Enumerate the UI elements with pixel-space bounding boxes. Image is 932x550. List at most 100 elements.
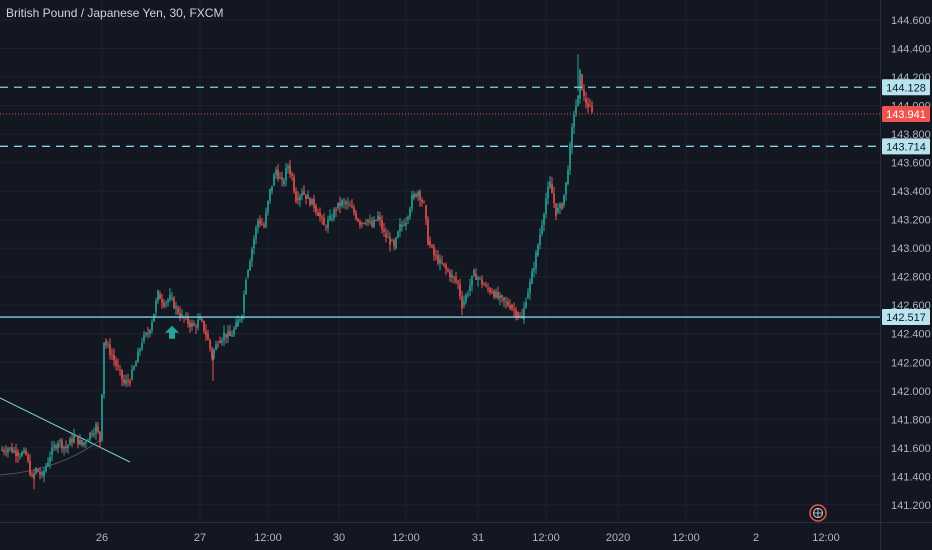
candle-body: [25, 450, 27, 455]
candle-body: [431, 245, 433, 247]
candle-body: [87, 439, 89, 442]
candle-body: [167, 299, 169, 303]
candle-body: [159, 293, 161, 300]
x-tick-label: 12:00: [672, 532, 700, 544]
candle-body: [277, 169, 279, 179]
candle-body: [403, 224, 405, 226]
x-tick-label: 27: [194, 532, 206, 544]
candle-body: [353, 207, 355, 213]
candle-body: [545, 198, 547, 215]
candle-body: [347, 203, 349, 205]
candle-body: [201, 319, 203, 321]
candle-body: [499, 295, 501, 299]
y-tick-label: 141.200: [891, 500, 931, 512]
candle-body: [337, 202, 339, 209]
candle-body: [577, 95, 579, 107]
price-level-badge: [882, 309, 930, 326]
candle-body: [85, 441, 87, 443]
candle-body: [567, 170, 569, 184]
candle-body: [547, 187, 549, 199]
candle-body: [555, 203, 557, 217]
candle-body: [117, 365, 119, 367]
candle-body: [463, 301, 465, 306]
x-tick-label: 12:00: [812, 532, 840, 544]
candle-body: [355, 212, 357, 219]
candle-body: [49, 456, 51, 463]
candle-body: [519, 315, 521, 317]
candle-body: [151, 321, 153, 331]
candle-body: [143, 335, 145, 341]
candle-body: [65, 446, 67, 449]
candle-body: [515, 309, 517, 317]
y-tick-label: 142.200: [891, 357, 931, 369]
candle-body: [365, 223, 367, 225]
candle-body: [325, 226, 327, 228]
candle-body: [333, 209, 335, 219]
candle-body: [119, 369, 121, 371]
candle-body: [539, 234, 541, 245]
candle-body: [257, 219, 259, 228]
candle-body: [189, 322, 191, 327]
candle-body: [491, 292, 493, 294]
candle-body: [13, 450, 15, 453]
candle-body: [361, 222, 363, 224]
candle-body: [389, 236, 391, 245]
candle-body: [553, 193, 555, 204]
candle-body: [359, 221, 361, 226]
candle-body: [405, 222, 407, 226]
candle-body: [137, 351, 139, 363]
candle-body: [77, 435, 79, 445]
candle-body: [313, 198, 315, 208]
candle-body: [71, 438, 73, 443]
candle-body: [179, 312, 181, 317]
candle-body: [329, 215, 331, 220]
candle-body: [339, 202, 341, 207]
candle-body: [241, 316, 243, 320]
candle-body: [549, 181, 551, 188]
y-tick-label: 142.000: [891, 386, 931, 398]
candle-body: [47, 462, 49, 467]
candle-body: [351, 206, 353, 208]
candle-body: [411, 194, 413, 209]
candle-body: [273, 174, 275, 186]
x-tick-label: 30: [333, 532, 345, 544]
candle-body: [529, 281, 531, 294]
candle-body: [61, 440, 63, 449]
candle-body: [489, 288, 491, 293]
candle-body: [215, 344, 217, 350]
candle-body: [481, 279, 483, 285]
candle-body: [487, 288, 489, 290]
price-level-badge: [882, 105, 930, 122]
candle-body: [559, 203, 561, 208]
y-tick-label: 143.200: [891, 215, 931, 227]
candle-body: [9, 447, 11, 449]
candle-body: [551, 183, 553, 194]
y-tick-label: 143.600: [891, 158, 931, 170]
candle-body: [433, 246, 435, 256]
candle-body: [247, 270, 249, 277]
candle-body: [235, 322, 237, 329]
candle-body: [373, 219, 375, 227]
y-tick-label: 142.800: [891, 272, 931, 284]
candle-body: [107, 344, 109, 346]
candle-body: [413, 193, 415, 199]
candle-body: [113, 355, 115, 361]
candle-body: [231, 334, 233, 337]
candle-body: [163, 302, 165, 307]
candle-body: [203, 320, 205, 332]
candle-body: [327, 219, 329, 228]
candle-body: [423, 201, 425, 203]
candle-body: [45, 466, 47, 472]
indicator-curve: [0, 439, 101, 476]
candle-body: [335, 209, 337, 211]
candle-body: [349, 205, 351, 207]
candle-body: [371, 221, 373, 227]
candle-body: [79, 440, 81, 445]
candle-body: [305, 194, 307, 200]
candle-body: [557, 207, 559, 213]
candle-body: [5, 451, 7, 453]
candle-body: [127, 380, 129, 382]
candle-body: [269, 188, 271, 202]
